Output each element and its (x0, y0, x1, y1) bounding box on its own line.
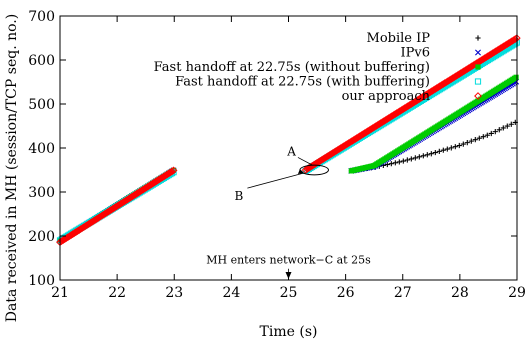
data-point (396, 159, 402, 165)
legend-marker-fast-handoff-no-buffer (475, 64, 481, 70)
series-ipv6 (57, 78, 520, 244)
data-point (513, 74, 519, 80)
data-point (480, 134, 486, 140)
y-tick-label: 200 (28, 229, 55, 245)
x-tick-label: 24 (222, 285, 240, 301)
legend-marker-ipv6 (475, 49, 481, 56)
data-point (432, 149, 438, 156)
legend-marker-mobile-ip (475, 35, 481, 41)
series-fast-handoff-no-buffer (57, 74, 519, 243)
legend-marker-fast-handoff-buffer (474, 78, 482, 85)
legend-label-fast-handoff-buffer: Fast handoff at 22.75s (with buffering) (175, 75, 430, 90)
y-axis-label: Data received in MH (session/TCP seq. no… (4, 14, 20, 322)
data-point (428, 151, 434, 157)
annotation-network-c: MH enters network−C at 25s (206, 254, 371, 267)
data-point (500, 125, 506, 131)
data-point (436, 148, 442, 154)
data-point (452, 144, 458, 150)
legend-label-mobile-ip: Mobile IP (367, 31, 431, 46)
data-point (444, 146, 450, 152)
data-point (169, 166, 178, 175)
annotations: A B MH enters network−C at 25s (206, 144, 371, 279)
data-point (460, 141, 466, 147)
x-tick-label: 23 (165, 285, 183, 301)
x-tick-label: 29 (508, 285, 526, 301)
legend-label-ipv6: IPv6 (401, 46, 431, 61)
data-point (416, 154, 422, 160)
data-point (464, 140, 470, 146)
annotation-b-arrowhead (297, 169, 304, 174)
data-point (496, 127, 502, 133)
x-tick-label: 25 (280, 285, 298, 301)
x-tick-label: 22 (108, 285, 126, 301)
data-point (392, 160, 398, 166)
y-tick-label: 400 (28, 141, 55, 157)
legend-marker-our-approach (474, 92, 482, 100)
annotation-a: A (286, 144, 296, 158)
y-tick-label: 600 (28, 53, 55, 69)
annotation-b: B (235, 189, 244, 203)
data-point (412, 155, 418, 161)
y-tick-label: 100 (28, 273, 55, 289)
axis-ticks: 21 22 23 24 25 26 27 28 29 100 200 300 400 500 600 700 (28, 9, 526, 301)
y-tick-label: 300 (28, 185, 55, 201)
x-tick-label: 27 (394, 285, 412, 301)
data-point (388, 161, 394, 167)
data-point (400, 158, 406, 164)
x-axis-label: Time (s) (260, 324, 318, 340)
data-point (468, 138, 474, 144)
x-tick-label: 28 (451, 285, 469, 301)
legend-label-our-approach: our approach (342, 89, 431, 104)
annotation-b-pointer (247, 172, 305, 189)
data-point (504, 123, 510, 129)
x-tick-label: 21 (51, 285, 69, 301)
data-point (424, 152, 430, 158)
data-point (404, 157, 410, 163)
y-tick-label: 500 (28, 97, 55, 113)
data-point (456, 142, 462, 149)
data-point (488, 130, 494, 137)
legend-label-fast-handoff-no-buffer: Fast handoff at 22.75s (without bufferin… (154, 60, 430, 75)
annotation-a-pointer (297, 157, 313, 166)
data-point (508, 121, 514, 127)
data-point (440, 147, 446, 153)
data-point (408, 156, 414, 162)
x-tick-label: 26 (337, 285, 355, 301)
series-mobile-ip (57, 119, 518, 243)
series-our-approach (56, 34, 521, 247)
plot-marks (56, 34, 521, 247)
data-point (492, 129, 498, 135)
data-point (472, 137, 478, 143)
data-point (476, 135, 482, 141)
data-point (484, 132, 490, 138)
data-point (420, 153, 426, 159)
y-tick-label: 700 (28, 9, 55, 25)
network-c-arrowhead (285, 272, 292, 279)
data-point (448, 145, 454, 151)
